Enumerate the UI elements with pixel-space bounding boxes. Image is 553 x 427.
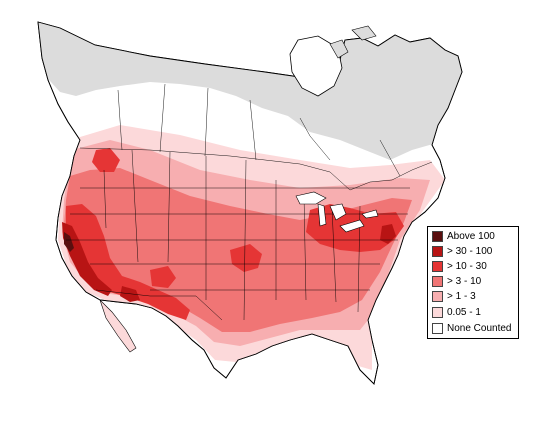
- hudson-bay: [289, 35, 343, 97]
- legend-label: > 3 - 10: [447, 276, 482, 287]
- legend-label: None Counted: [447, 323, 512, 334]
- legend-swatch: [432, 323, 443, 334]
- arctic-islands: [329, 25, 377, 59]
- legend-swatch: [432, 231, 443, 242]
- legend-swatch: [432, 307, 443, 318]
- legend: Above 100 > 30 - 100 > 10 - 30 > 3 - 10 …: [427, 226, 519, 339]
- baja-peninsula: [99, 299, 137, 353]
- legend-label: 0.05 - 1: [447, 307, 481, 318]
- legend-swatch: [432, 291, 443, 302]
- legend-swatch: [432, 261, 443, 272]
- legend-label: Above 100: [447, 231, 495, 242]
- abundance-shading: [58, 125, 445, 370]
- legend-label: > 10 - 30: [447, 261, 487, 272]
- legend-swatch: [432, 246, 443, 257]
- legend-label: > 30 - 100: [447, 246, 493, 257]
- state-province-boundaries: [66, 83, 433, 321]
- legend-label: > 1 - 3: [447, 291, 476, 302]
- great-lakes: [295, 191, 379, 233]
- legend-swatch: [432, 276, 443, 287]
